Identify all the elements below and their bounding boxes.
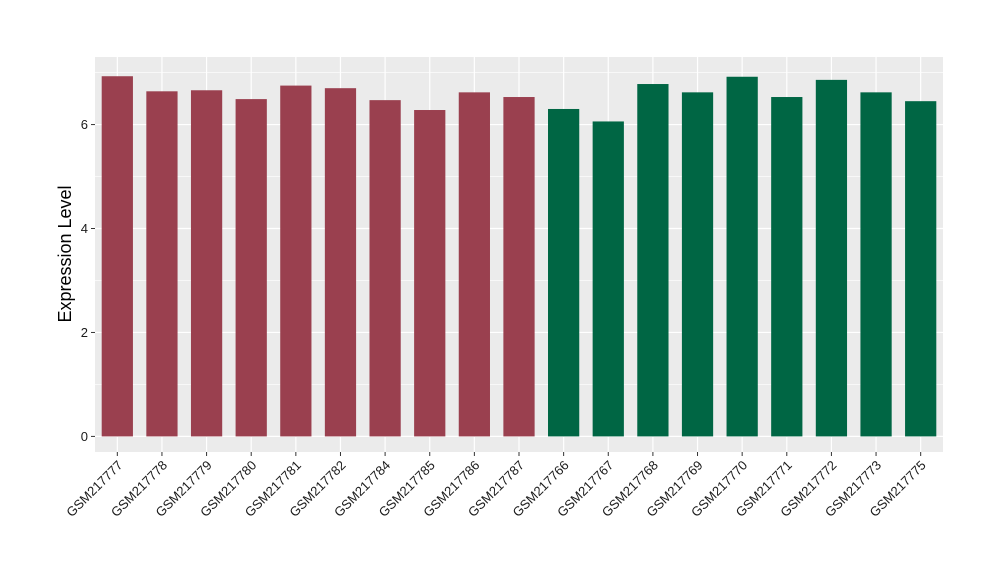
- y-tick-label: 0: [81, 429, 88, 444]
- bar-GSM217772: [815, 79, 848, 437]
- bar-GSM217777: [101, 76, 133, 437]
- bar-GSM217770: [726, 76, 758, 437]
- bar-GSM217784: [369, 100, 401, 437]
- y-tick-label: 2: [81, 325, 88, 340]
- bar-GSM217786: [458, 92, 490, 437]
- bar-GSM217785: [414, 110, 446, 437]
- bar-GSM217787: [503, 97, 535, 437]
- bar-GSM217766: [548, 108, 580, 437]
- bars: [101, 76, 937, 437]
- bar-GSM217768: [637, 84, 669, 437]
- y-tick-label: 6: [81, 117, 88, 132]
- bar-GSM217773: [860, 92, 892, 437]
- bar-GSM217767: [592, 121, 624, 437]
- bar-GSM217775: [905, 101, 937, 437]
- bar-GSM217769: [681, 92, 714, 437]
- y-axis: 0 2 4 6: [81, 117, 95, 444]
- y-tick-label: 4: [81, 221, 88, 236]
- bar-GSM217779: [190, 90, 223, 437]
- bar-GSM217771: [771, 97, 803, 437]
- bar-GSM217782: [324, 88, 357, 437]
- bar-GSM217781: [280, 85, 312, 437]
- x-axis: GSM217777GSM217778GSM217779GSM217780GSM2…: [63, 452, 929, 520]
- bar-GSM217778: [146, 91, 178, 437]
- bar-GSM217780: [235, 99, 267, 437]
- y-axis-title: Expression Level: [55, 185, 75, 322]
